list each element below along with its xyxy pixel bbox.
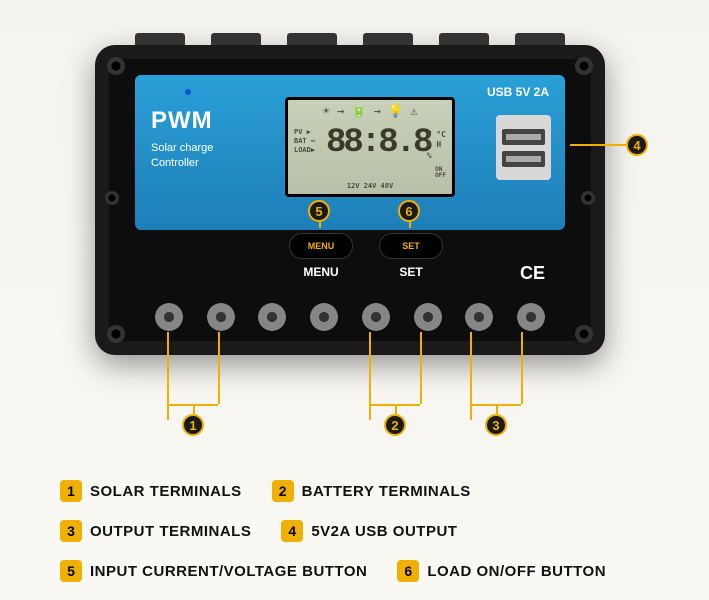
callout-marker-1: 1 <box>182 414 204 436</box>
terminal-spare1[interactable] <box>258 303 286 331</box>
screw-hole <box>107 57 125 75</box>
terminal-row <box>155 303 545 331</box>
usb-port-1[interactable] <box>502 129 545 145</box>
controller-device: PWM Solar charge Controller USB 5V 2A ☀ … <box>95 45 605 355</box>
lcd-left-labels: PV ▶ BAT ═ LOAD▶ <box>294 128 315 155</box>
lcd-screen: ☀ → 🔋 → 💡 ⚠ PV ▶ BAT ═ LOAD▶ 88:8.8 V °C… <box>285 97 455 197</box>
callout-marker-5: 5 <box>308 200 330 222</box>
legend-badge: 6 <box>397 560 419 582</box>
legend-badge: 5 <box>60 560 82 582</box>
usb-port-2[interactable] <box>502 151 545 167</box>
terminal-spare2[interactable] <box>310 303 338 331</box>
legend-item: 5 INPUT CURRENT/VOLTAGE BUTTON <box>60 560 367 582</box>
screw-hole <box>107 325 125 343</box>
lcd-icons: ☀ → 🔋 → 💡 ⚠ <box>292 104 448 118</box>
callout-line <box>167 332 169 420</box>
callout-marker-4: 4 <box>626 134 648 156</box>
terminal-out-pos[interactable] <box>465 303 493 331</box>
callout-marker-3: 3 <box>485 414 507 436</box>
callout-line <box>420 332 422 404</box>
blue-panel: PWM Solar charge Controller USB 5V 2A ☀ … <box>135 75 565 230</box>
legend-badge: 3 <box>60 520 82 542</box>
set-button-label: SET <box>379 265 443 279</box>
lcd-onoff: ON OFF <box>435 167 446 180</box>
callout-line <box>470 332 472 420</box>
ce-mark: CE <box>520 263 545 284</box>
callout-line <box>369 332 371 420</box>
legend-text: INPUT CURRENT/VOLTAGE BUTTON <box>90 563 367 580</box>
terminal-solar-neg[interactable] <box>207 303 235 331</box>
terminal-batt-neg[interactable] <box>414 303 442 331</box>
legend-text: SOLAR TERMINALS <box>90 483 242 500</box>
lcd-bottom: 12V 24V 48V <box>288 182 452 190</box>
legend: 1 SOLAR TERMINALS 2 BATTERY TERMINALS 3 … <box>60 480 669 582</box>
lcd-digits: 88:8.8 <box>326 124 430 162</box>
terminal-solar-pos[interactable] <box>155 303 183 331</box>
screw-hole <box>575 325 593 343</box>
lcd-units: V °C A H % <box>427 130 446 161</box>
legend-text: LOAD ON/OFF BUTTON <box>427 563 606 580</box>
screw-hole <box>581 191 595 205</box>
usb-ports[interactable] <box>496 115 551 180</box>
legend-item: 1 SOLAR TERMINALS <box>60 480 242 502</box>
set-button[interactable]: SET <box>379 233 443 259</box>
screw-hole <box>575 57 593 75</box>
terminal-out-neg[interactable] <box>517 303 545 331</box>
terminal-batt-pos[interactable] <box>362 303 390 331</box>
menu-button[interactable]: MENU <box>289 233 353 259</box>
legend-item: 3 OUTPUT TERMINALS <box>60 520 251 542</box>
legend-item: 4 5V2A USB OUTPUT <box>281 520 457 542</box>
legend-text: OUTPUT TERMINALS <box>90 523 251 540</box>
callout-marker-6: 6 <box>398 200 420 222</box>
legend-item: 6 LOAD ON/OFF BUTTON <box>397 560 606 582</box>
screw-hole <box>105 191 119 205</box>
callout-line <box>521 332 523 404</box>
legend-text: BATTERY TERMINALS <box>302 483 471 500</box>
callout-marker-2: 2 <box>384 414 406 436</box>
legend-text: 5V2A USB OUTPUT <box>311 523 457 540</box>
legend-item: 2 BATTERY TERMINALS <box>272 480 471 502</box>
legend-badge: 2 <box>272 480 294 502</box>
callout-line <box>570 144 632 146</box>
callout-line <box>218 332 220 404</box>
usb-label: USB 5V 2A <box>487 85 549 99</box>
menu-button-label: MENU <box>289 265 353 279</box>
legend-badge: 1 <box>60 480 82 502</box>
top-connectors <box>135 33 565 45</box>
legend-badge: 4 <box>281 520 303 542</box>
led-indicator <box>185 89 191 95</box>
